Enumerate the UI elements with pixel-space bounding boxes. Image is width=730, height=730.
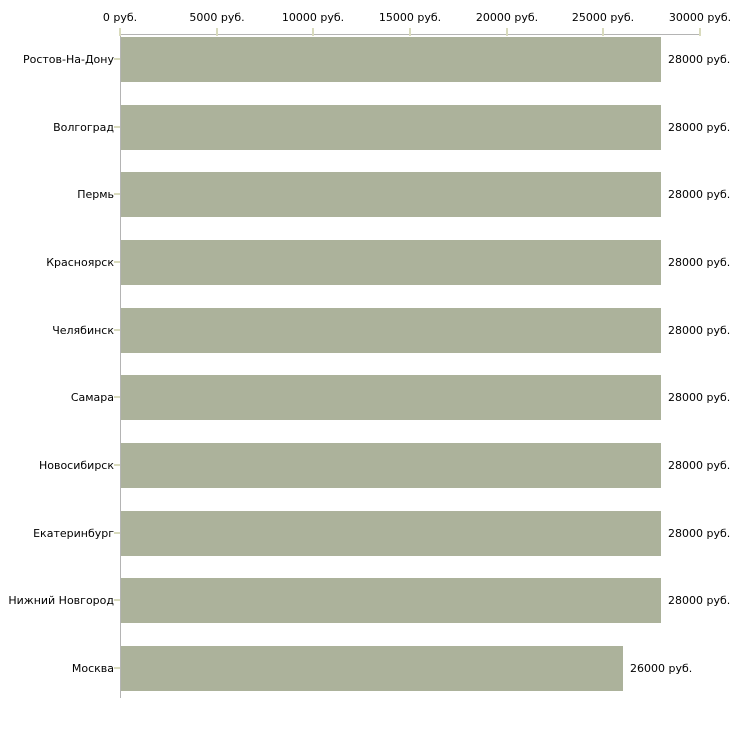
- category-label: Самара: [70, 391, 114, 404]
- value-label: 28000 руб.: [668, 459, 730, 472]
- x-axis-tick-mark: [506, 28, 508, 36]
- bar: [121, 443, 661, 488]
- bar: [121, 578, 661, 623]
- y-axis-tick-mark: [114, 396, 120, 398]
- x-axis-tick-mark: [699, 28, 701, 36]
- x-axis-tick-label: 30000 руб.: [668, 11, 730, 24]
- bar: [121, 240, 661, 285]
- x-axis-tick-mark: [119, 28, 121, 36]
- value-label: 28000 руб.: [668, 256, 730, 269]
- category-label: Волгоград: [53, 121, 114, 134]
- bar: [121, 105, 661, 150]
- y-axis-line: [120, 34, 121, 698]
- y-axis-tick-mark: [114, 329, 120, 331]
- value-label: 28000 руб.: [668, 121, 730, 134]
- value-label: 28000 руб.: [668, 527, 730, 540]
- value-label: 28000 руб.: [668, 188, 730, 201]
- x-axis-tick-label: 25000 руб.: [571, 11, 635, 24]
- category-label: Челябинск: [52, 324, 114, 337]
- bar: [121, 511, 661, 556]
- category-label: Екатеринбург: [33, 527, 114, 540]
- bar: [121, 37, 661, 82]
- y-axis-tick-mark: [114, 126, 120, 128]
- x-axis-tick-label: 20000 руб.: [475, 11, 539, 24]
- bar: [121, 172, 661, 217]
- category-label: Ростов-На-Дону: [22, 53, 114, 66]
- x-axis-tick-label: 5000 руб.: [189, 11, 245, 24]
- x-axis-tick-label: 15000 руб.: [378, 11, 442, 24]
- bar: [121, 308, 661, 353]
- x-axis-tick-label: 0 руб.: [102, 11, 138, 24]
- x-axis-tick-mark: [216, 28, 218, 36]
- category-label: Пермь: [77, 188, 114, 201]
- value-label: 28000 руб.: [668, 594, 730, 607]
- x-axis-tick-mark: [602, 28, 604, 36]
- value-label: 26000 руб.: [630, 662, 693, 675]
- y-axis-tick-mark: [114, 599, 120, 601]
- value-label: 28000 руб.: [668, 324, 730, 337]
- y-axis-tick-mark: [114, 532, 120, 534]
- x-axis-tick-label: 10000 руб.: [281, 11, 345, 24]
- category-label: Москва: [71, 662, 114, 675]
- y-axis-tick-mark: [114, 193, 120, 195]
- category-label: Нижний Новгород: [8, 594, 114, 607]
- y-axis-tick-mark: [114, 261, 120, 263]
- x-axis-tick-mark: [409, 28, 411, 36]
- bar: [121, 646, 623, 691]
- y-axis-tick-mark: [114, 58, 120, 60]
- value-label: 28000 руб.: [668, 53, 730, 66]
- category-label: Красноярск: [46, 256, 114, 269]
- value-label: 28000 руб.: [668, 391, 730, 404]
- y-axis-tick-mark: [114, 667, 120, 669]
- x-axis-tick-mark: [312, 28, 314, 36]
- category-label: Новосибирск: [38, 459, 114, 472]
- bar: [121, 375, 661, 420]
- y-axis-tick-mark: [114, 464, 120, 466]
